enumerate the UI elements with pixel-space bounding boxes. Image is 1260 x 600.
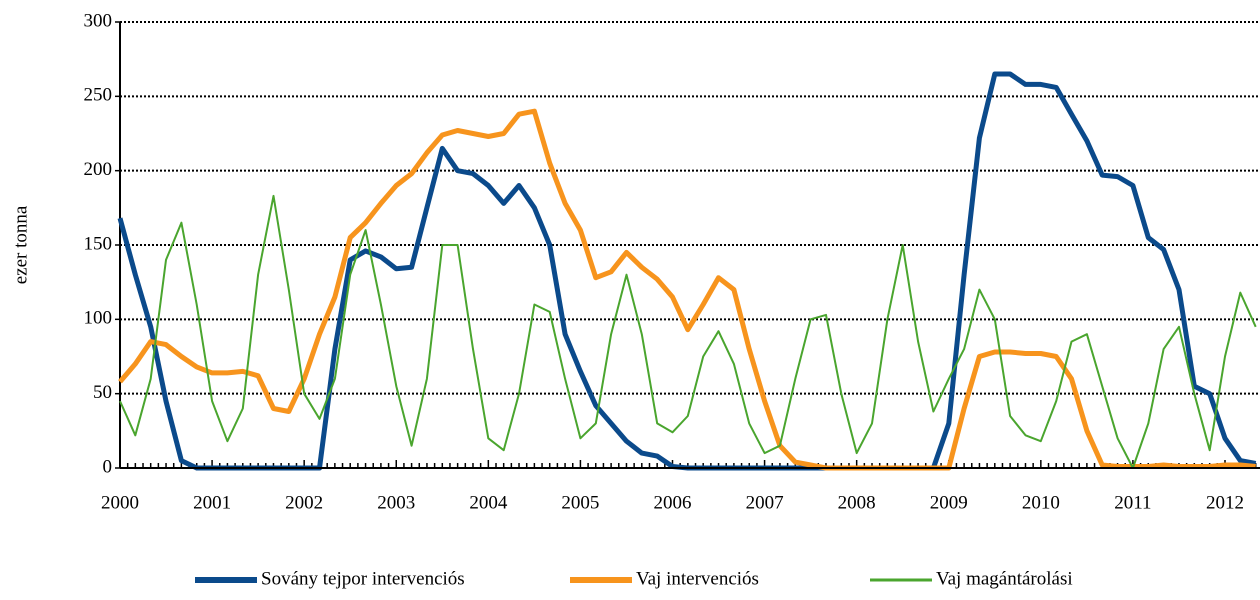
- legend-label: Vaj intervenciós: [636, 568, 759, 589]
- x-tick-label: 2011: [1114, 492, 1151, 513]
- y-tick-label: 50: [93, 382, 112, 403]
- x-tick-label: 2002: [285, 492, 323, 513]
- legend-label: Vaj magántárolási: [936, 568, 1073, 589]
- y-tick-label: 300: [84, 10, 113, 31]
- series-line: [119, 194, 1257, 469]
- x-tick-label: 2009: [930, 492, 968, 513]
- x-tick-label: 2001: [193, 492, 231, 513]
- x-tick-label: 2000: [101, 492, 139, 513]
- x-tick-label: 2012: [1206, 492, 1244, 513]
- y-tick-label: 150: [84, 233, 113, 254]
- x-tick-label: 2008: [838, 492, 876, 513]
- y-tick-label: 200: [84, 159, 113, 180]
- series-line: [118, 108, 1256, 471]
- x-tick-label: 2003: [377, 492, 415, 513]
- y-tick-label: 250: [84, 85, 113, 106]
- x-tick-label: 2005: [561, 492, 599, 513]
- y-axis-label: ezer tonna: [10, 205, 31, 284]
- y-tick-label: 0: [103, 456, 113, 477]
- x-tick-label: 2007: [746, 492, 784, 513]
- x-tick-label: 2004: [469, 492, 508, 513]
- y-tick-label: 100: [84, 308, 113, 329]
- x-tick-label: 2010: [1022, 492, 1060, 513]
- legend-label: Sovány tejpor intervenciós: [261, 568, 465, 589]
- x-tick-label: 2006: [654, 492, 692, 513]
